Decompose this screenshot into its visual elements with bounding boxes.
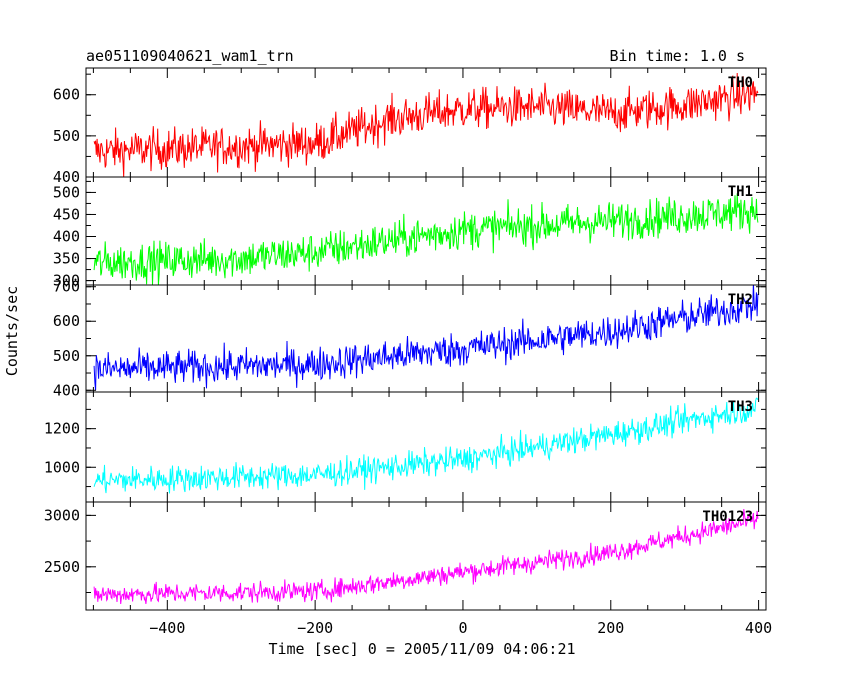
series-line-th2 bbox=[93, 285, 759, 391]
y-tick-label: 2500 bbox=[44, 558, 80, 576]
x-tick-label: 400 bbox=[745, 619, 772, 637]
y-tick-label: 400 bbox=[53, 381, 80, 399]
panel-frame-th3 bbox=[85, 391, 767, 503]
y-tick-label: 500 bbox=[53, 183, 80, 201]
panel-frame-th1 bbox=[85, 176, 767, 286]
series-line-th3 bbox=[93, 397, 759, 494]
y-tick-label: 3000 bbox=[44, 506, 80, 524]
y-tick-label: 600 bbox=[53, 86, 80, 104]
y-tick-label: 400 bbox=[53, 228, 80, 246]
y-tick-label: 700 bbox=[53, 278, 80, 296]
series-line-th1 bbox=[93, 193, 759, 285]
y-axis-label: Counts/sec bbox=[3, 286, 21, 376]
series-line-th0123 bbox=[93, 508, 759, 605]
y-tick-label: 600 bbox=[53, 312, 80, 330]
y-tick-label: 450 bbox=[53, 205, 80, 223]
y-tick-label: 1000 bbox=[44, 458, 80, 476]
panel-label-th3: TH3 bbox=[728, 399, 753, 415]
panel-frame-th0 bbox=[85, 67, 767, 178]
x-axis-label: Time [sec] 0 = 2005/11/09 04:06:21 bbox=[268, 640, 575, 658]
x-tick-label: 0 bbox=[458, 619, 467, 637]
chart-title: ae051109040621_wam1_trn bbox=[86, 47, 294, 65]
y-tick-label: 500 bbox=[53, 347, 80, 365]
panel-label-th0123: TH0123 bbox=[702, 509, 753, 525]
series-line-th0 bbox=[93, 72, 759, 177]
panel-frame-th2 bbox=[85, 284, 767, 393]
x-tick-label: −200 bbox=[297, 619, 333, 637]
y-tick-label: 400 bbox=[53, 168, 80, 186]
y-tick-label: 500 bbox=[53, 127, 80, 145]
panel-label-th1: TH1 bbox=[728, 184, 753, 200]
panel-label-th2: TH2 bbox=[728, 292, 753, 308]
y-tick-label: 350 bbox=[53, 250, 80, 268]
x-tick-label: −400 bbox=[149, 619, 185, 637]
bin-time-label: Bin time: 1.0 s bbox=[610, 47, 745, 65]
y-tick-label: 300 bbox=[53, 272, 80, 290]
panel-label-th0: TH0 bbox=[728, 75, 753, 91]
x-tick-label: 200 bbox=[597, 619, 624, 637]
y-tick-label: 1200 bbox=[44, 420, 80, 438]
